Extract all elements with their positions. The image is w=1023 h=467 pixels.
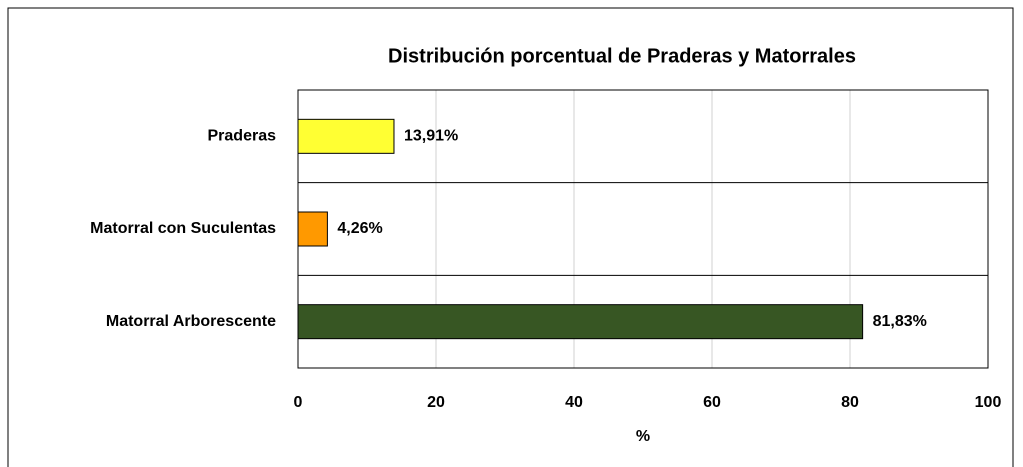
chart-border	[7, 7, 1014, 467]
x-tick-label: 0	[294, 394, 303, 411]
y-tick-label: Matorral con Suculentas	[90, 220, 276, 237]
y-tick-label: Praderas	[208, 128, 277, 145]
chart-title: Distribución porcentual de Praderas y Ma…	[388, 45, 856, 67]
x-tick-label: 100	[975, 394, 1002, 411]
y-tick-label: Matorral Arborescente	[106, 313, 276, 330]
x-axis-label: %	[636, 428, 650, 445]
x-tick-label: 60	[703, 394, 721, 411]
x-tick-label: 80	[841, 394, 859, 411]
bar	[297, 211, 328, 247]
bar	[297, 118, 395, 154]
value-label: 81,83%	[873, 313, 927, 330]
value-label: 13,91%	[404, 128, 458, 145]
x-tick-label: 40	[565, 394, 583, 411]
bar	[297, 304, 864, 340]
value-label: 4,26%	[337, 220, 382, 237]
x-tick-label: 20	[427, 394, 445, 411]
